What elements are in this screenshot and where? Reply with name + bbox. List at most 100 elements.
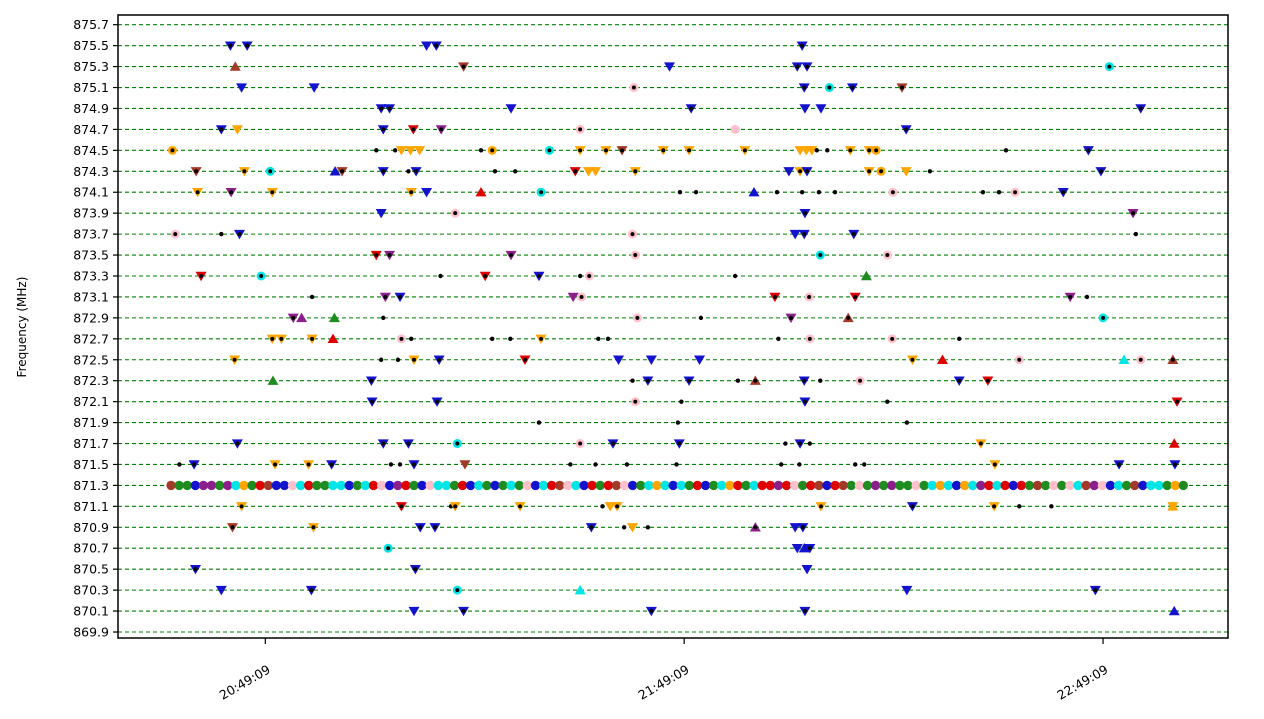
triangle-down-marker (505, 104, 517, 114)
band-circle-marker (846, 480, 856, 491)
triangle-down-marker (645, 355, 657, 365)
y-tick-label: 872.1 (73, 394, 109, 409)
band-circle-marker (976, 480, 986, 491)
black-center-dot (461, 609, 466, 614)
black-center-dot (192, 462, 197, 467)
band-circle-marker (854, 480, 865, 491)
triangle-down-marker (459, 460, 471, 470)
dot-marker (508, 336, 513, 342)
dot-marker (630, 378, 635, 383)
y-tick-label: 870.9 (73, 520, 109, 535)
band-circle-marker (538, 480, 549, 491)
y-tick-label: 872.5 (73, 352, 109, 367)
dot-marker (693, 190, 699, 195)
y-axis: 875.7 875.5 875.3 875.1 874.9 874.7 874.5 874.3… (73, 17, 118, 640)
band-circle-marker (992, 480, 1002, 491)
band-circle-marker (789, 480, 800, 491)
y-tick-label: 872.7 (73, 331, 109, 346)
dot-marker (674, 462, 679, 467)
band-circle-marker (571, 480, 581, 491)
band-circle-marker (223, 480, 233, 491)
black-center-dot (677, 441, 682, 446)
black-center-dot (386, 546, 391, 551)
band-circle-marker (206, 480, 217, 491)
dot-marker (624, 462, 630, 467)
black-center-dot (453, 211, 458, 216)
black-center-dot (818, 253, 823, 258)
triangle-down-marker (408, 606, 420, 617)
black-center-dot (381, 127, 386, 132)
dot-marker (832, 190, 838, 195)
band-circle-marker (417, 480, 427, 491)
black-center-dot (753, 525, 758, 530)
triangle-down-marker (583, 167, 595, 177)
band-circle-marker (441, 480, 452, 491)
black-center-dot (879, 169, 884, 174)
dot-marker (388, 462, 394, 467)
band-circle-marker (247, 480, 257, 491)
triangle-down-marker (231, 125, 243, 135)
y-tick-label: 875.5 (73, 38, 109, 53)
band-circle-marker (1016, 480, 1027, 491)
black-center-dot (381, 441, 386, 446)
black-center-dot (399, 336, 404, 341)
dot-marker (825, 148, 830, 153)
band-circle-marker (757, 480, 767, 491)
triangle-up-marker (1168, 438, 1180, 448)
black-center-dot (603, 148, 608, 153)
dot-marker (381, 315, 386, 321)
band-circle-marker (336, 480, 346, 491)
black-center-dot (649, 609, 654, 614)
dot-marker (862, 462, 867, 467)
band-circle-marker (644, 480, 654, 491)
black-center-dot (858, 378, 863, 383)
band-circle-marker (1000, 480, 1010, 491)
band-circle-marker (806, 480, 816, 491)
band-circle-marker (328, 480, 338, 491)
triangle-down-marker (421, 188, 433, 198)
y-tick-label: 874.3 (73, 164, 109, 179)
band-circle-marker (522, 480, 533, 491)
black-center-dot (239, 504, 244, 509)
y-tick-label: 874.9 (73, 101, 109, 116)
black-center-dot (850, 85, 855, 90)
black-center-dot (788, 315, 793, 320)
black-center-dot (434, 43, 439, 48)
band-circle-marker (506, 480, 516, 491)
black-center-dot (867, 169, 872, 174)
band-circle-marker (927, 480, 937, 491)
band-circle-marker (530, 480, 541, 491)
black-center-dot (483, 273, 488, 278)
black-center-dot (802, 85, 807, 90)
band-circle-marker (433, 480, 443, 491)
black-center-dot (259, 273, 264, 278)
dot-marker (536, 420, 542, 425)
triangle-down-marker (664, 62, 676, 72)
dot-marker (577, 273, 583, 279)
black-center-dot (772, 294, 777, 299)
triangle-down-marker (375, 208, 387, 219)
band-circle-marker (279, 480, 290, 491)
dot-marker (593, 462, 598, 467)
black-center-dot (610, 441, 615, 446)
black-center-dot (439, 127, 444, 132)
band-circle-marker (1081, 480, 1091, 491)
black-center-dot (742, 148, 747, 153)
black-center-dot (279, 336, 284, 341)
band-circle-marker (490, 480, 500, 491)
black-center-dot (904, 127, 909, 132)
black-center-dot (798, 169, 803, 174)
black-center-dot (539, 336, 544, 341)
black-center-dot (1061, 190, 1066, 195)
band-circle-marker (870, 480, 881, 491)
black-center-dot (807, 546, 812, 551)
black-center-dot (802, 399, 807, 404)
band-circle-marker (919, 480, 929, 491)
band-circle-marker (1073, 480, 1083, 491)
black-center-dot (387, 106, 392, 111)
y-tick-label: 875.3 (73, 59, 109, 74)
band-circle-marker (733, 480, 743, 491)
black-center-dot (805, 64, 810, 69)
black-center-dot (195, 190, 200, 195)
